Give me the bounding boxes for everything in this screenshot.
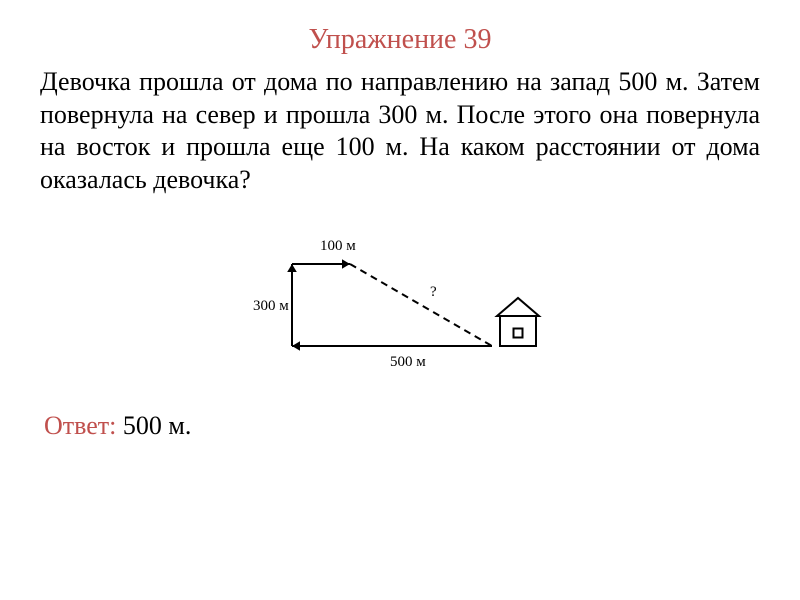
svg-text:100 м: 100 м: [320, 238, 356, 254]
answer-label: Ответ:: [44, 411, 116, 440]
answer-value: 500 м.: [123, 411, 191, 440]
svg-text:300 м: 300 м: [253, 298, 289, 314]
diagram-container: 100 м 300 м 500 м?: [40, 216, 760, 391]
svg-text:?: ?: [430, 284, 437, 300]
exercise-title: Упражнение 39: [40, 24, 760, 56]
path-diagram: 100 м 300 м 500 м?: [230, 216, 570, 386]
svg-text:500 м: 500 м: [390, 354, 426, 370]
page: Упражнение 39 Девочка прошла от дома по …: [0, 0, 800, 441]
answer-line: Ответ: 500 м.: [40, 411, 760, 441]
problem-text: Девочка прошла от дома по направлению на…: [40, 66, 760, 196]
